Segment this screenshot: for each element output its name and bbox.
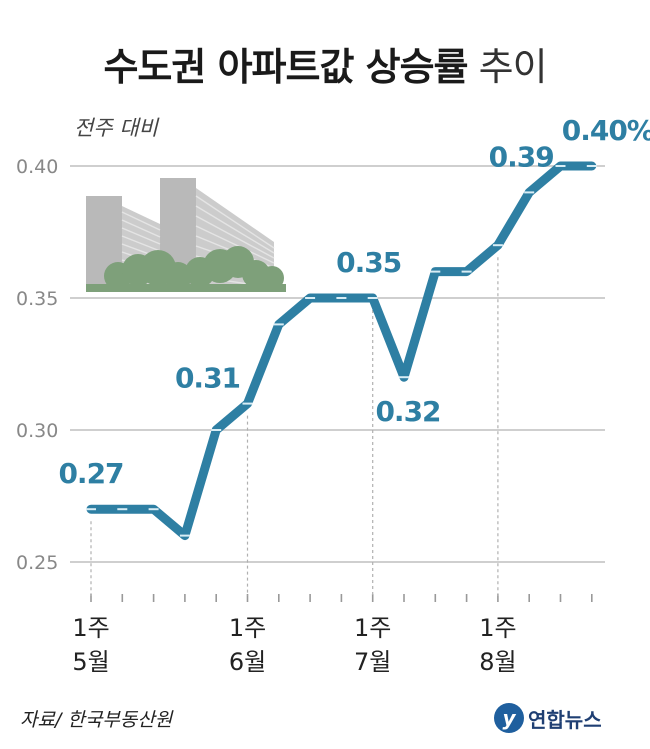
chart-subtitle: 전주 대비 — [74, 116, 158, 140]
data-label: 0.27 — [58, 457, 123, 490]
x-tick-label-month: 7월 — [354, 648, 391, 676]
y-tick-label: 0.30 — [16, 420, 58, 442]
data-label: 0.35 — [336, 246, 401, 279]
x-tick-label-week: 1주 — [229, 614, 266, 642]
x-tick-label-week: 1주 — [72, 614, 109, 642]
y-tick-label: 0.40 — [16, 156, 58, 178]
y-tick-label: 0.25 — [16, 552, 58, 574]
y-tick-label: 0.35 — [16, 288, 58, 310]
x-tick-label-month: 6월 — [229, 648, 266, 676]
source-credit: 자료/ 한국부동산원 — [20, 709, 173, 731]
data-label: 0.32 — [375, 395, 440, 428]
x-tick-label-month: 5월 — [72, 648, 109, 676]
x-tick-label-week: 1주 — [354, 614, 391, 642]
data-label: 0.39 — [489, 140, 554, 173]
yonhap-logo: y 연합뉴스 — [494, 700, 602, 736]
x-tick-label-month: 8월 — [479, 648, 516, 676]
logo-mark-icon: y — [494, 703, 524, 733]
logo-text: 연합뉴스 — [528, 707, 602, 732]
title-main: 수도권 아파트값 상승률 — [103, 45, 468, 89]
chart-title: 수도권 아파트값 상승률 추이 — [0, 36, 650, 91]
apartment-illustration-icon — [86, 178, 286, 292]
x-tick-label-week: 1주 — [479, 614, 516, 642]
data-label: 0.31 — [175, 362, 240, 395]
title-suffix: 추이 — [478, 45, 548, 89]
data-label: 0.40% — [562, 114, 650, 147]
